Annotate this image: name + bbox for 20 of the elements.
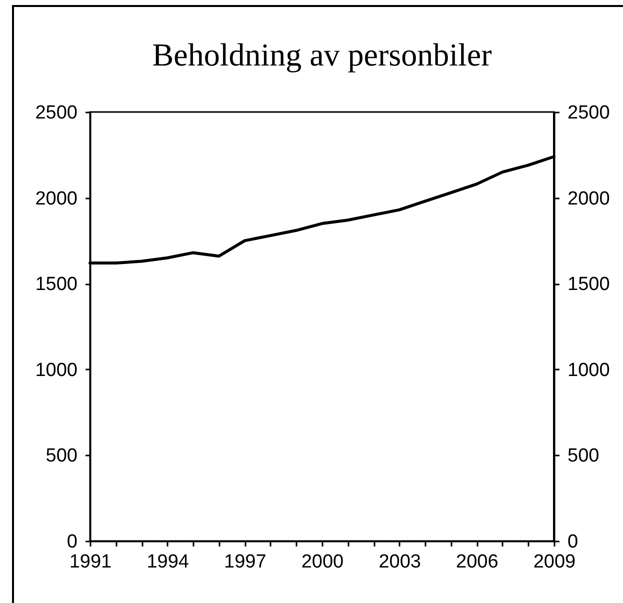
x-tick-label: 2006 — [456, 552, 498, 572]
y2-tick-label: 1000 — [568, 360, 610, 381]
chart-title: Beholdning av personbiler — [152, 36, 492, 73]
y-tick-label: 2500 — [35, 102, 78, 124]
x-tick-label: 2000 — [301, 552, 344, 572]
x-tick-label: 1994 — [146, 552, 190, 572]
y2-tick-label: 2500 — [568, 102, 610, 124]
x-tick-label: 1991 — [69, 552, 112, 572]
y2-tick-label: 1500 — [568, 274, 610, 296]
y2-tick-label: 500 — [568, 446, 600, 467]
x-tick-label: 1997 — [224, 552, 266, 572]
y-tick-label: 1500 — [35, 274, 78, 296]
y-tick-label: 500 — [46, 446, 78, 467]
y-tick-label: 2000 — [35, 188, 78, 210]
y-tick-label: 0 — [66, 532, 78, 552]
y-tick-label: 1000 — [35, 360, 78, 381]
x-tick-label: 2009 — [533, 552, 576, 572]
x-tick-label: 2003 — [378, 552, 421, 572]
y2-tick-label: 0 — [568, 532, 578, 552]
y2-tick-label: 2000 — [568, 188, 610, 210]
